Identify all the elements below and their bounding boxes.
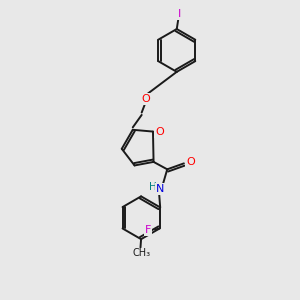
Text: O: O bbox=[141, 94, 150, 104]
Text: H: H bbox=[148, 182, 156, 192]
Text: CH₃: CH₃ bbox=[132, 248, 150, 258]
Text: O: O bbox=[186, 157, 195, 167]
Text: O: O bbox=[155, 127, 164, 137]
Text: N: N bbox=[156, 184, 164, 194]
Text: I: I bbox=[178, 9, 181, 19]
Text: F: F bbox=[145, 225, 152, 235]
